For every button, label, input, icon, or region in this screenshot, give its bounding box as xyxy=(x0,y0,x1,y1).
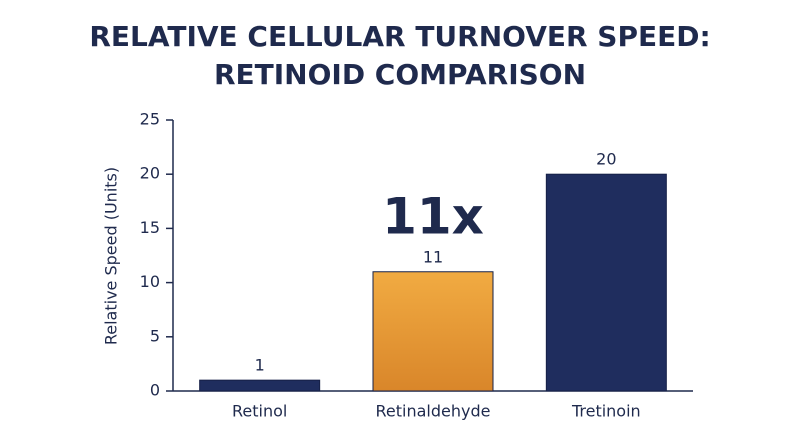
x-tick-label: Retinaldehyde xyxy=(376,402,491,421)
annotation: 11x xyxy=(382,187,484,245)
data-label: 11 xyxy=(423,247,443,266)
y-tick-label: 20 xyxy=(140,164,160,183)
data-label: 1 xyxy=(255,356,265,375)
y-tick-label: 10 xyxy=(140,272,160,291)
y-tick-label: 5 xyxy=(150,326,160,345)
bar xyxy=(199,379,321,392)
chart-title: RETINOID COMPARISON xyxy=(214,58,586,91)
bar xyxy=(372,271,494,392)
y-tick-label: 15 xyxy=(140,218,160,237)
data-label: 20 xyxy=(596,150,616,169)
chart-title: RELATIVE CELLULAR TURNOVER SPEED: xyxy=(89,20,710,53)
y-axis-label: Relative Speed (Units) xyxy=(102,167,121,345)
x-tick-label: Retinol xyxy=(232,402,287,421)
bar xyxy=(545,173,667,392)
y-tick-label: 25 xyxy=(140,110,160,129)
x-tick-label: Tretinoin xyxy=(571,402,641,421)
y-tick-label: 0 xyxy=(150,381,160,400)
